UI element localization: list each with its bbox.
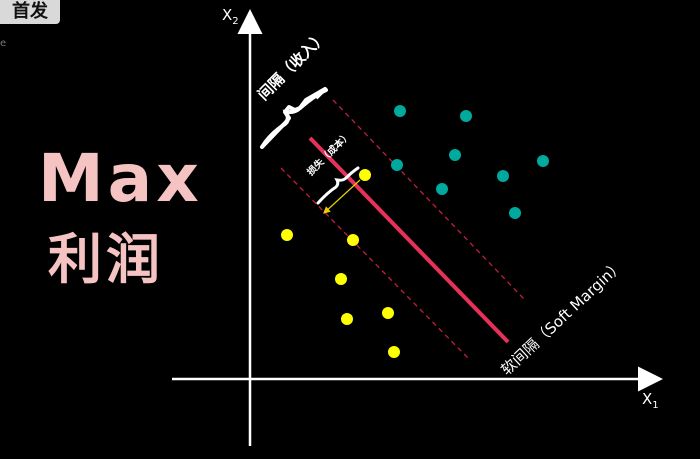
loss-arrow [323, 179, 361, 214]
teal-point [460, 110, 472, 122]
yellow-point [388, 346, 400, 358]
first-release-badge: 首发 [0, 0, 60, 24]
teal-point [449, 149, 461, 161]
yellow-point [347, 234, 359, 246]
lower-margin-line [280, 167, 469, 359]
teal-point [537, 155, 549, 167]
loss-label: 损失（成本） [305, 129, 354, 178]
yellow-point [335, 273, 347, 285]
yellow-point [281, 229, 293, 241]
yellow-point [382, 307, 394, 319]
title-profit: 利润 [48, 228, 164, 291]
title-max: Max [38, 140, 203, 217]
upper-margin-line [332, 99, 525, 300]
yellow-point [359, 169, 371, 181]
teal-point [497, 170, 509, 182]
badge-subtext: e [0, 38, 7, 49]
yellow-point [341, 313, 353, 325]
x-axis-label: X1 [642, 390, 659, 411]
teal-point [394, 105, 406, 117]
teal-point [391, 159, 403, 171]
teal-point [509, 207, 521, 219]
soft-margin-label: 软间隔（Soft Margin） [497, 256, 627, 379]
teal-point [436, 183, 448, 195]
y-axis-label: X2 [222, 6, 239, 27]
hyperplane-line [308, 136, 510, 344]
loss-brace [316, 166, 360, 205]
